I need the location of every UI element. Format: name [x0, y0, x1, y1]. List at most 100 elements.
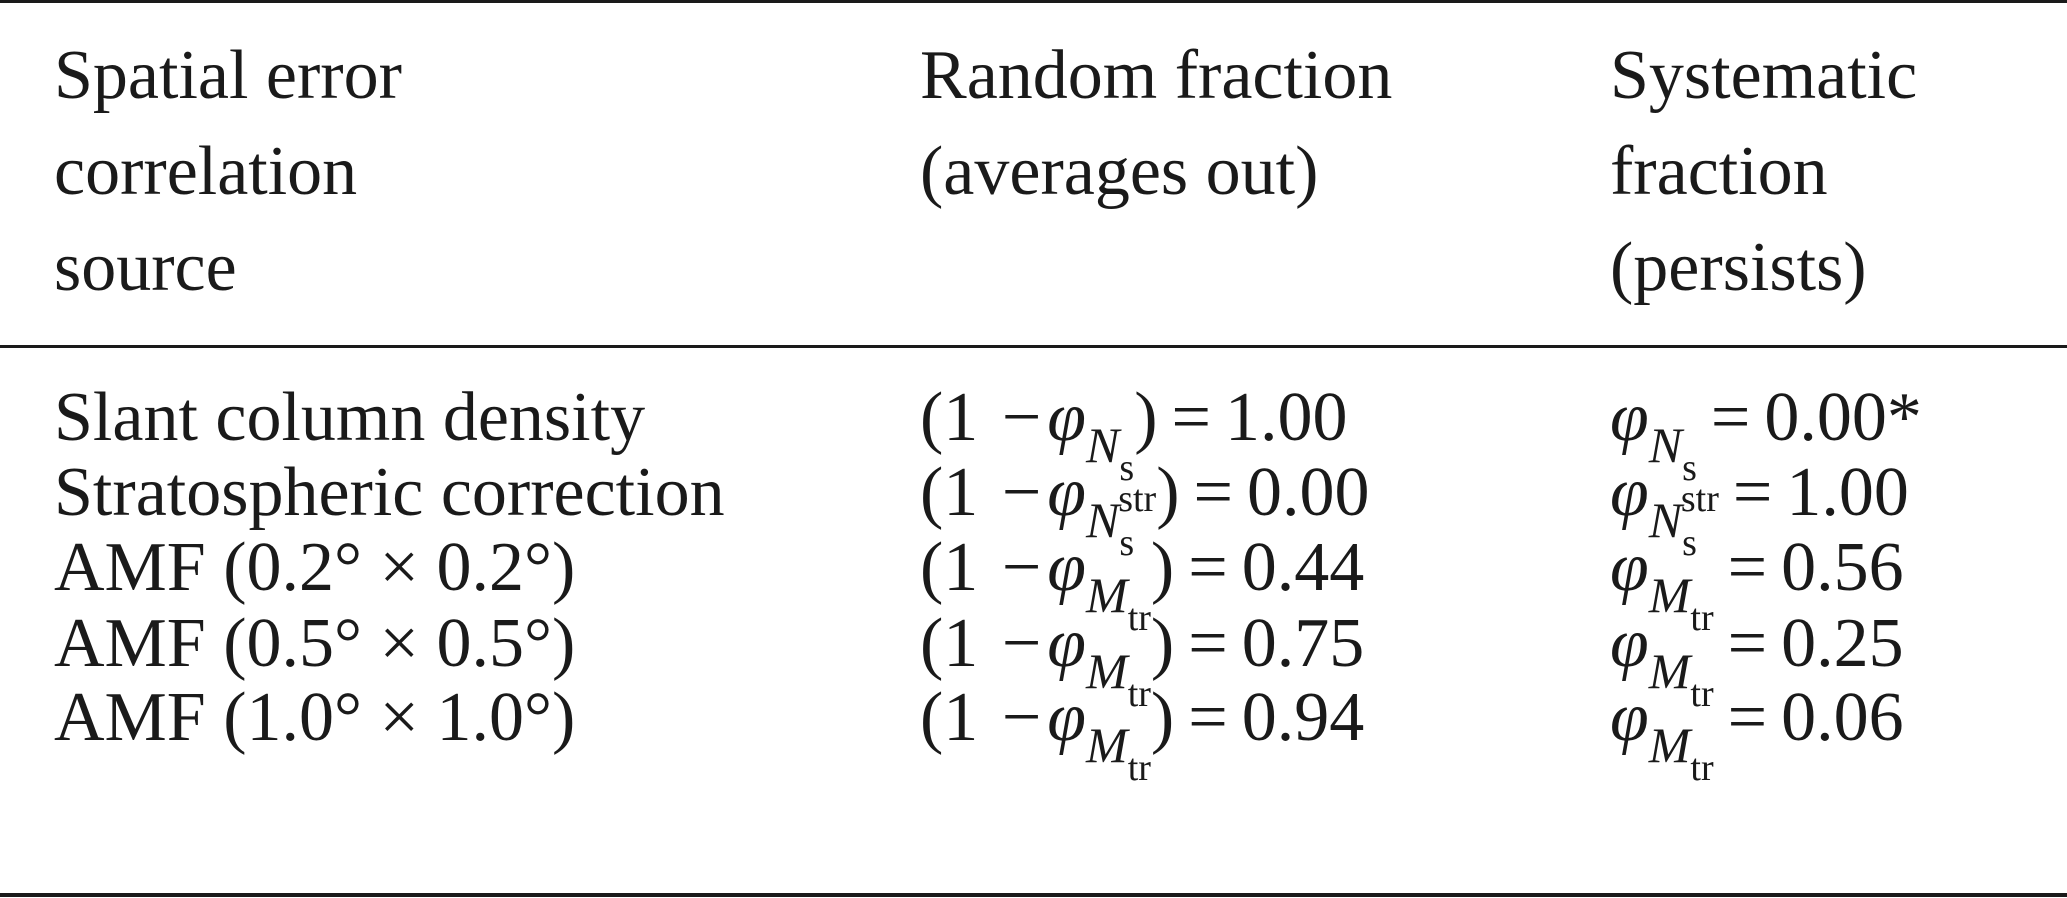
equals-sign: = — [1188, 605, 1228, 682]
equals-sign: = — [1732, 454, 1773, 531]
fraction-value: 0.75 — [1241, 605, 1365, 682]
fraction-value: 0.44 — [1241, 529, 1365, 606]
header-source: Spatial error correlation source — [54, 28, 402, 316]
row-source: Stratospheric correction — [54, 454, 725, 531]
minus-sign: − — [1001, 529, 1042, 606]
row-source: AMF (1.0° × 1.0°) — [54, 679, 576, 756]
superscript-label: str — [1680, 478, 1719, 520]
expr-suffix: ) — [1150, 529, 1175, 606]
phi-symbol: φ — [1047, 679, 1087, 756]
header-random-line: (averages out) — [920, 133, 1319, 210]
phi-symbol: φ — [1610, 605, 1649, 682]
table-header-rule — [0, 345, 2067, 348]
phi-symbol: φ — [1047, 529, 1087, 606]
math-expression: φMtr= 0.25 — [1610, 605, 1904, 715]
row-random-fraction: (1 −φMtr) = 0.75 — [920, 596, 1365, 715]
fraction-value: 1.00 — [1224, 379, 1348, 456]
subscript-variable: Mtr — [1648, 567, 1714, 639]
equals-sign: = — [1727, 679, 1768, 756]
fraction-value: 0.56 — [1781, 529, 1904, 606]
subscript-variable: Nsstr — [1648, 478, 1719, 564]
subscript-index: s — [1119, 447, 1135, 489]
minus-sign: − — [1001, 679, 1042, 756]
header-source-line: Spatial error — [54, 37, 402, 114]
subscript-index: s — [1682, 522, 1697, 564]
math-expression: (1 −φNs) = 1.00 — [920, 379, 1348, 489]
subscript-variable: Mtr — [1086, 717, 1151, 789]
header-source-line: source — [54, 229, 237, 306]
row-source: AMF (0.5° × 0.5°) — [54, 605, 576, 682]
row-source: Slant column density — [54, 379, 646, 456]
equals-sign: = — [1710, 379, 1751, 456]
row-systematic-fraction: φMtr= 0.25 — [1610, 596, 1904, 715]
equals-sign: = — [1727, 529, 1768, 606]
math-expression: φNs= 0.00* — [1610, 379, 1922, 489]
phi-symbol: φ — [1610, 679, 1649, 756]
expr-suffix: ) — [1134, 379, 1158, 456]
fraction-value: 0.00 — [1246, 454, 1370, 531]
header-random: Random fraction (averages out) — [920, 28, 1392, 220]
superscript-label: str — [1118, 478, 1157, 520]
row-systematic-fraction: φMtr= 0.56 — [1610, 520, 1904, 639]
row-random-fraction: (1 −φNs) = 1.00 — [920, 370, 1348, 489]
fraction-value: 0.94 — [1241, 679, 1365, 756]
math-expression: φNsstr = 1.00 — [1610, 454, 1909, 564]
phi-symbol: φ — [1047, 605, 1087, 682]
subscript-index: tr — [1127, 673, 1151, 715]
math-expression: φMtr= 0.56 — [1610, 529, 1904, 639]
equals-sign: = — [1193, 454, 1233, 531]
expr-suffix: ) — [1150, 679, 1175, 756]
row-random-fraction: (1 −φMtr) = 0.44 — [920, 520, 1365, 639]
header-random-line: Random fraction — [920, 37, 1393, 114]
row-random-fraction: (1 −φMtr) = 0.94 — [920, 670, 1365, 789]
expr-prefix: (1 — [920, 379, 996, 456]
row-source: AMF (0.2° × 0.2°) — [54, 529, 576, 606]
header-systematic-line: fraction — [1610, 133, 1828, 210]
fraction-value: 0.25 — [1781, 605, 1904, 682]
minus-sign: − — [1001, 605, 1042, 682]
subscript-variable: Mtr — [1086, 567, 1151, 639]
math-expression: φMtr= 0.06 — [1610, 679, 1904, 789]
phi-symbol: φ — [1047, 454, 1087, 531]
math-expression: (1 −φMtr) = 0.94 — [920, 679, 1365, 789]
subscript-index: s — [1119, 522, 1135, 564]
math-expression: (1 −φNsstr) = 0.00 — [920, 454, 1370, 564]
subscript-variable: Mtr — [1648, 643, 1714, 715]
expr-suffix: ) — [1156, 454, 1180, 531]
minus-sign: − — [1001, 379, 1042, 456]
table-top-rule — [0, 0, 2067, 3]
subscript-index: s — [1682, 447, 1697, 489]
header-systematic: Systematic fraction (persists) — [1610, 28, 1917, 316]
expr-prefix: (1 — [920, 679, 996, 756]
subscript-index: tr — [1127, 597, 1151, 639]
row-random-fraction: (1 −φNsstr) = 0.00 — [920, 445, 1370, 564]
row-systematic-fraction: φNs= 0.00* — [1610, 370, 1922, 489]
subscript-index: tr — [1690, 747, 1714, 789]
equals-sign: = — [1188, 529, 1228, 606]
fraction-value: 1.00 — [1786, 454, 1909, 531]
phi-symbol: φ — [1047, 379, 1087, 456]
subscript-index: tr — [1690, 597, 1714, 639]
phi-symbol: φ — [1610, 379, 1649, 456]
subscript-index: tr — [1690, 673, 1714, 715]
table-bottom-rule — [0, 893, 2067, 897]
header-source-line: correlation — [54, 133, 358, 210]
math-expression: (1 −φMtr) = 0.44 — [920, 529, 1365, 639]
phi-symbol: φ — [1610, 454, 1649, 531]
subscript-variable: Nsstr — [1086, 478, 1157, 564]
fraction-value: 0.06 — [1781, 679, 1904, 756]
expr-prefix: (1 — [920, 454, 996, 531]
row-systematic-fraction: φMtr= 0.06 — [1610, 670, 1904, 789]
subscript-variable: Ns — [1648, 417, 1697, 489]
expr-prefix: (1 — [920, 529, 996, 606]
subscript-variable: Mtr — [1648, 717, 1714, 789]
equals-sign: = — [1727, 605, 1768, 682]
expr-prefix: (1 — [920, 605, 996, 682]
subscript-index: tr — [1127, 747, 1151, 789]
equals-sign: = — [1171, 379, 1211, 456]
phi-symbol: φ — [1610, 529, 1649, 606]
expr-suffix: ) — [1150, 605, 1175, 682]
row-systematic-fraction: φNsstr = 1.00 — [1610, 445, 1909, 564]
math-expression: (1 −φMtr) = 0.75 — [920, 605, 1365, 715]
subscript-variable: Ns — [1086, 417, 1135, 489]
